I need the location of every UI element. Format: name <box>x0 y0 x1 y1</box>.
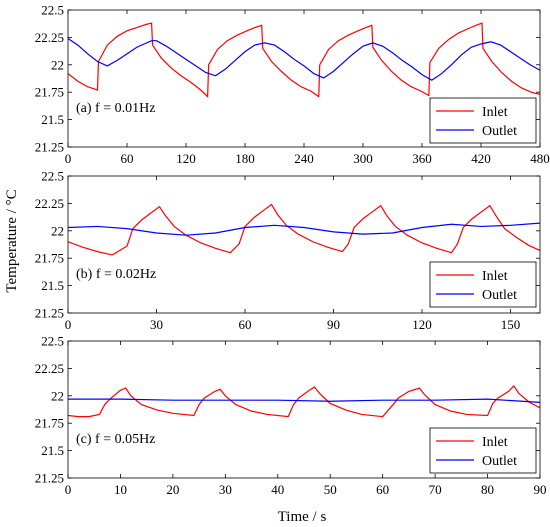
x-tick-label: 360 <box>412 151 432 166</box>
panels: 0 60 120 180 240 300 360 420 48021.2521.521.7522… <box>35 3 550 498</box>
legend-label-inlet: Inlet <box>482 435 508 450</box>
series-line-inlet <box>68 384 540 418</box>
y-tick-label: 21.25 <box>35 306 64 321</box>
x-tick-label: 120 <box>176 151 196 166</box>
y-tick-label: 21.75 <box>35 416 64 431</box>
panel-3: 0 10 20 30 40 50 60 70 80 90 21.25 21.5 21.75 22 22.25… <box>35 334 547 498</box>
x-tick-label: 120 <box>412 317 432 332</box>
x-tick-label: 0 <box>65 151 72 166</box>
legend-label-inlet: Inlet <box>482 105 508 120</box>
x-tick-label: 180 <box>235 151 255 166</box>
series-line-outlet <box>68 222 540 236</box>
legend-label-outlet: Outlet <box>482 454 517 469</box>
x-tick-label: 300 <box>353 151 373 166</box>
x-tick-label: 40 <box>271 482 284 497</box>
x-tick-label: 90 <box>534 482 547 497</box>
legend: Inlet Outlet <box>429 97 537 144</box>
legend-box <box>429 427 537 474</box>
y-tick-label: 22.25 <box>35 30 64 45</box>
y-tick-label: 21.5 <box>41 443 64 458</box>
y-axis-title: Temperature / °C <box>4 189 20 292</box>
y-tick-label: 22.5 <box>41 3 64 18</box>
y-tick-label: 22.25 <box>35 196 64 211</box>
x-tick-label: 0 <box>65 317 72 332</box>
plot-frame <box>67 175 541 314</box>
y-tick-label: 21.75 <box>35 85 64 100</box>
y-tick-label: 22 <box>51 388 64 403</box>
panel-2: 0 30 60 90 120 150 21.25 21.5 21.75 22 22.25 22.5 (b… <box>35 169 541 332</box>
x-tick-label: 60 <box>239 317 252 332</box>
panel-label: (b) f = 0.02Hz <box>76 267 156 282</box>
series-line-inlet <box>68 203 540 256</box>
series-line-outlet <box>68 38 540 81</box>
legend-label-outlet: Outlet <box>482 124 517 139</box>
y-tick-label: 21.25 <box>35 140 64 155</box>
x-tick-label: 480 <box>530 151 550 166</box>
legend-label-inlet: Inlet <box>482 269 508 284</box>
x-tick-label: 240 <box>294 151 314 166</box>
x-tick-label: 10 <box>114 482 127 497</box>
series-line-outlet <box>68 398 540 403</box>
x-tick-label: 50 <box>324 482 337 497</box>
legend: Inlet Outlet <box>429 261 537 308</box>
y-tick-label: 21.5 <box>41 278 64 293</box>
panel-label: (a) f = 0.01Hz <box>76 101 155 116</box>
x-tick-label: 0 <box>65 482 72 497</box>
x-tick-label: 30 <box>219 482 232 497</box>
y-tick-label: 22.5 <box>41 169 64 184</box>
x-tick-label: 70 <box>429 482 442 497</box>
plot-frame <box>67 340 541 479</box>
panel-label: (c) f = 0.05Hz <box>76 432 155 447</box>
legend: Inlet Outlet <box>429 427 537 474</box>
legend-box <box>429 97 537 144</box>
x-tick-label: 420 <box>471 151 491 166</box>
y-tick-label: 22.5 <box>41 334 64 349</box>
panel-1: 0 60 120 180 240 300 360 420 480 21.25 21.5 21.75 22… <box>35 3 550 167</box>
x-axis-title: Time / s <box>278 509 327 525</box>
y-tick-label: 22 <box>51 57 64 72</box>
x-tick-label: 90 <box>327 317 340 332</box>
x-tick-label: 80 <box>481 482 494 497</box>
x-tick-label: 60 <box>121 151 134 166</box>
x-tick-label: 150 <box>501 317 521 332</box>
y-tick-label: 21.75 <box>35 251 64 266</box>
y-tick-label: 21.5 <box>41 112 64 127</box>
x-tick-label: 60 <box>376 482 389 497</box>
y-tick-label: 22 <box>51 223 64 238</box>
legend-box <box>429 261 537 308</box>
legend-label-outlet: Outlet <box>482 288 517 303</box>
x-tick-label: 20 <box>166 482 179 497</box>
y-tick-label: 22.25 <box>35 361 64 376</box>
y-tick-label: 21.25 <box>35 471 64 486</box>
series-line-inlet <box>68 22 540 98</box>
x-tick-label: 30 <box>150 317 163 332</box>
